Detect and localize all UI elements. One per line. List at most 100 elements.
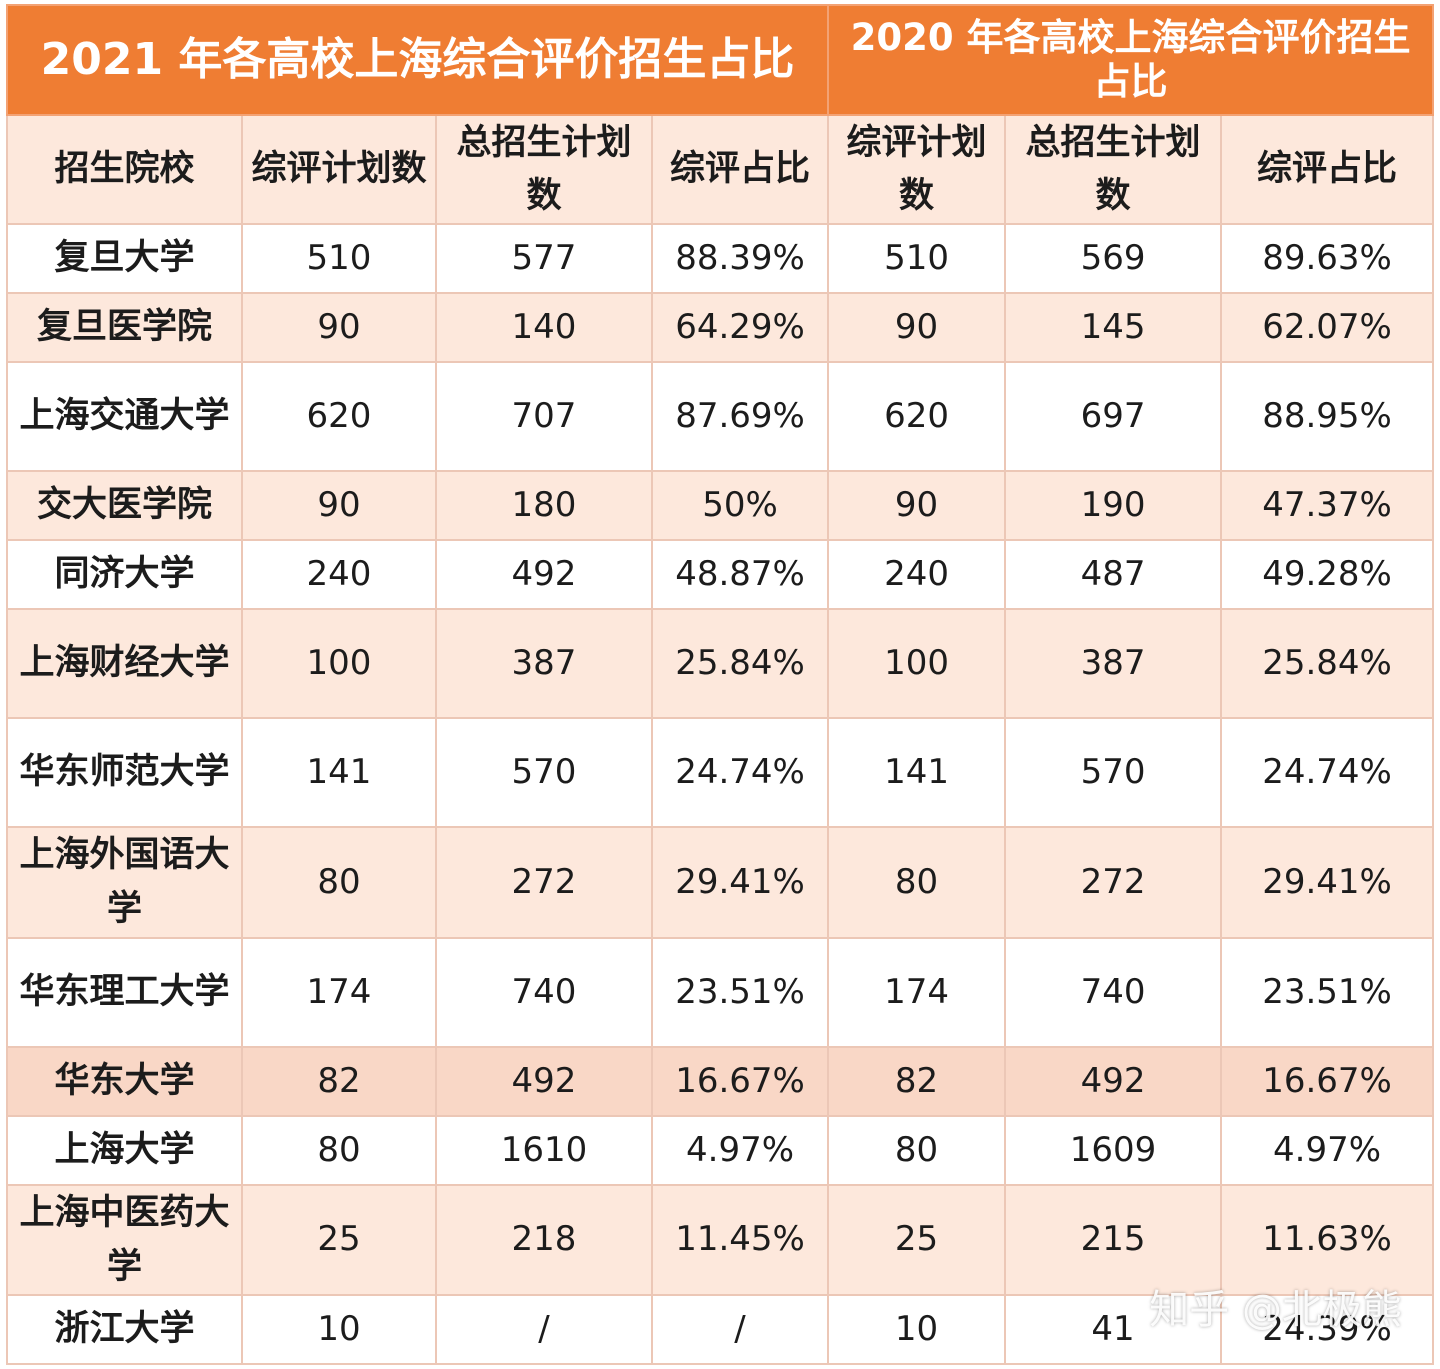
title-2020: 2020 年各高校上海综合评价招生占比 [827,4,1435,116]
2020-comprehensive-plan-cell: 174 [827,936,1007,1048]
2020-total-plan-cell: 387 [1004,608,1223,719]
2021-total-plan-cell: 1610 [435,1114,653,1186]
2020-total-plan-cell: 272 [1004,826,1223,939]
2020-ratio-cell: 62.07% [1220,292,1435,363]
header-2021-total-plan: 总招生计划数 [435,114,653,225]
2021-comprehensive-plan-cell: 82 [241,1045,437,1117]
2020-comprehensive-plan-cell: 10 [827,1294,1007,1365]
2021-comprehensive-plan-cell: 240 [241,539,437,610]
table-row: 复旦大学 510 577 88.39% 510 569 89.63% [6,223,1435,294]
2021-ratio-cell: 4.97% [650,1114,830,1186]
2021-comprehensive-plan-cell: 80 [241,826,437,939]
2021-total-plan-cell: 180 [435,470,653,541]
2020-comprehensive-plan-cell: 25 [827,1183,1007,1296]
2020-total-plan-cell: 190 [1004,470,1223,541]
2020-total-plan-cell: 215 [1004,1183,1223,1296]
2020-ratio-cell: 4.97% [1220,1114,1435,1186]
table-row: 同济大学 240 492 48.87% 240 487 49.28% [6,539,1435,610]
2020-comprehensive-plan-cell: 141 [827,717,1007,828]
header-2020-comprehensive-plan: 综评计划数 [827,114,1007,225]
school-name-cell: 上海财经大学 [6,608,243,719]
2021-comprehensive-plan-cell: 141 [241,717,437,828]
school-name-cell: 复旦大学 [6,223,243,294]
2021-total-plan-cell: 707 [435,361,653,472]
2021-comprehensive-plan-cell: 174 [241,936,437,1048]
2021-ratio-cell: 24.74% [650,717,830,828]
title-2021: 2021 年各高校上海综合评价招生占比 [5,4,830,116]
2020-comprehensive-plan-cell: 82 [827,1045,1007,1117]
table-row: 上海交通大学 620 707 87.69% 620 697 88.95% [6,361,1435,472]
2020-total-plan-cell: 569 [1004,223,1223,294]
2021-total-plan-cell: 740 [435,936,653,1048]
enrollment-ratio-table: 2021 年各高校上海综合评价招生占比 2020 年各高校上海综合评价招生占比 … [5,4,1435,1365]
2020-comprehensive-plan-cell: 240 [827,539,1007,610]
2021-total-plan-cell: 570 [435,717,653,828]
2020-ratio-cell: 24.74% [1220,717,1435,828]
school-name-cell: 上海交通大学 [6,361,243,472]
table-row: 上海大学 80 1610 4.97% 80 1609 4.97% [6,1114,1435,1186]
school-name-cell: 浙江大学 [6,1294,243,1365]
2021-total-plan-cell: 492 [435,1045,653,1117]
2020-ratio-cell: 25.84% [1220,608,1435,719]
2021-total-plan-cell: 140 [435,292,653,363]
2021-total-plan-cell: 577 [435,223,653,294]
2020-total-plan-cell: 41 [1004,1294,1223,1365]
2021-total-plan-cell: 272 [435,826,653,939]
school-name-cell: 复旦医学院 [6,292,243,363]
2021-comprehensive-plan-cell: 90 [241,292,437,363]
2021-comprehensive-plan-cell: 100 [241,608,437,719]
school-name-cell: 上海外国语大学 [6,826,243,939]
2020-comprehensive-plan-cell: 80 [827,1114,1007,1186]
2021-ratio-cell: 29.41% [650,826,830,939]
table-row: 华东理工大学 174 740 23.51% 174 740 23.51% [6,936,1435,1048]
header-2020-ratio: 综评占比 [1220,114,1435,225]
2021-ratio-cell: 87.69% [650,361,830,472]
2020-total-plan-cell: 740 [1004,936,1223,1048]
table-row: 浙江大学 10//10 41 24.39% [6,1294,1435,1365]
2020-total-plan-cell: 697 [1004,361,1223,472]
header-2021-comprehensive-plan: 综评计划数 [241,114,437,225]
2021-total-plan-cell: 387 [435,608,653,719]
2020-comprehensive-plan-cell: 620 [827,361,1007,472]
2020-total-plan-cell: 570 [1004,717,1223,828]
2021-ratio-cell: 88.39% [650,223,830,294]
2020-ratio-cell: 23.51% [1220,936,1435,1048]
2020-ratio-cell: 49.28% [1220,539,1435,610]
table-row: 上海中医药大学 25 218 11.45% 25 215 11.63% [6,1183,1435,1296]
2021-comprehensive-plan-cell: 620 [241,361,437,472]
2020-comprehensive-plan-cell: 510 [827,223,1007,294]
2020-total-plan-cell: 487 [1004,539,1223,610]
2021-ratio-cell: 48.87% [650,539,830,610]
table-row: 交大医学院 90 180 50% 90 190 47.37% [6,470,1435,541]
school-name-cell: 华东理工大学 [6,936,243,1048]
school-name-cell: 交大医学院 [6,470,243,541]
table-row: 上海外国语大学 80 272 29.41% 80 272 29.41% [6,826,1435,939]
2020-ratio-cell: 88.95% [1220,361,1435,472]
2020-total-plan-cell: 145 [1004,292,1223,363]
2020-total-plan-cell: 492 [1004,1045,1223,1117]
2021-ratio-cell: 23.51% [650,936,830,1048]
school-name-cell: 华东师范大学 [6,717,243,828]
2021-comprehensive-plan-cell: 10 [241,1294,437,1365]
2020-comprehensive-plan-cell: 100 [827,608,1007,719]
2021-comprehensive-plan-cell: 90 [241,470,437,541]
2020-ratio-cell: 24.39% [1220,1294,1435,1365]
school-name-cell: 上海中医药大学 [6,1183,243,1296]
2021-ratio-cell: 16.67% [650,1045,830,1117]
2020-ratio-cell: 89.63% [1220,223,1435,294]
header-2020-total-plan: 总招生计划数 [1004,114,1223,225]
2021-comprehensive-plan-cell: 80 [241,1114,437,1186]
2021-ratio-cell: 25.84% [650,608,830,719]
2021-ratio-cell: 64.29% [650,292,830,363]
table-row: 华东大学 82 492 16.67% 82 492 16.67% [6,1045,1435,1117]
2021-comprehensive-plan-cell: 25 [241,1183,437,1296]
header-2021-ratio: 综评占比 [650,114,830,225]
header-row: 招生院校 综评计划数 总招生计划数 综评占比 综评计划数 总招生计划数 综评占比 [6,114,1435,225]
2021-ratio-cell: 11.45% [650,1183,830,1296]
2020-ratio-cell: 47.37% [1220,470,1435,541]
2020-comprehensive-plan-cell: 80 [827,826,1007,939]
2020-ratio-cell: 16.67% [1220,1045,1435,1117]
2020-comprehensive-plan-cell: 90 [827,292,1007,363]
2021-total-plan-cell: / [435,1294,653,1365]
table-row: 复旦医学院 90 140 64.29% 90 145 62.07% [6,292,1435,363]
